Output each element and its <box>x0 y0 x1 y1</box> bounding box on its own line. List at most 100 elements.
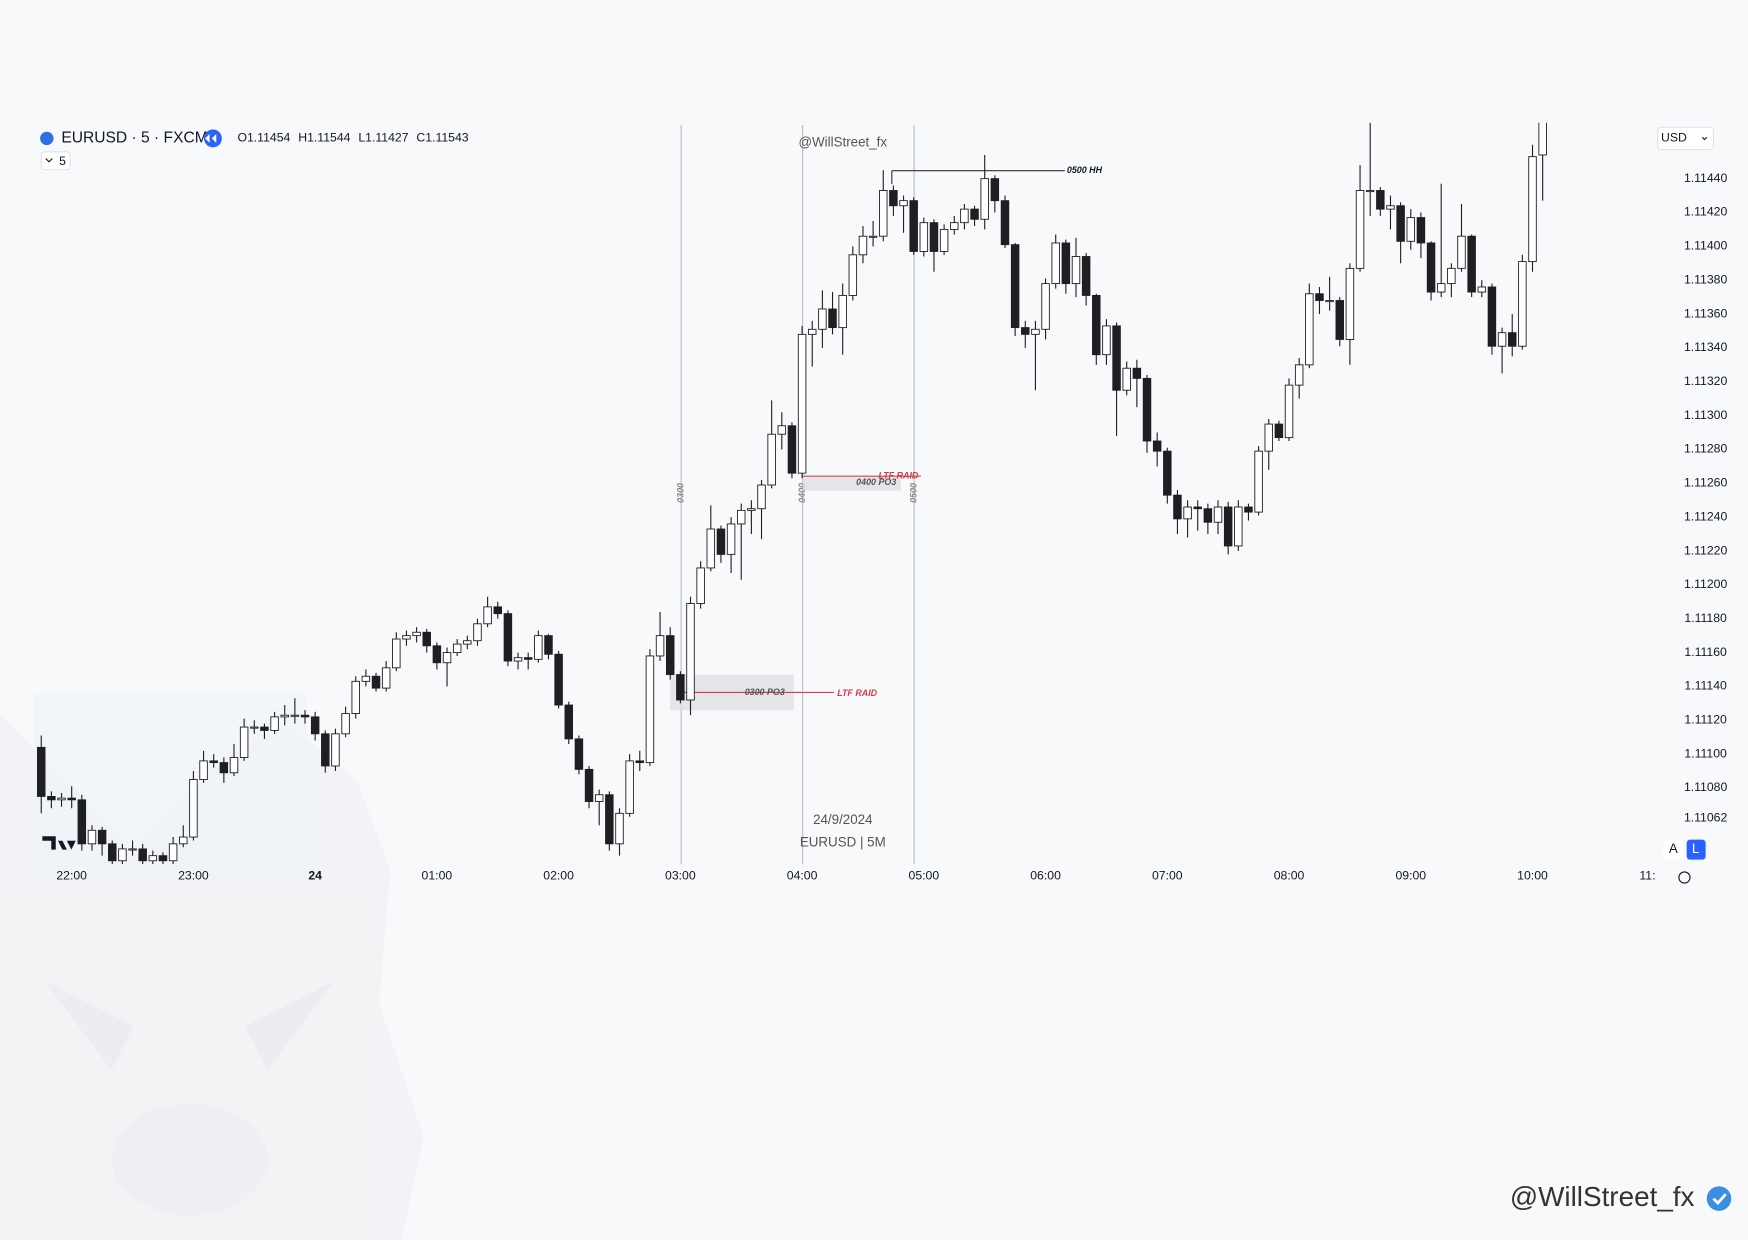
y-tick-label: 1.11120 <box>1684 713 1727 727</box>
candle-body <box>1497 332 1507 347</box>
candle-body <box>1041 283 1050 330</box>
candle-body <box>1061 242 1071 285</box>
x-tick-label: 06:00 <box>1030 869 1061 883</box>
candle-body <box>412 631 421 637</box>
verified-badge <box>1706 1186 1732 1211</box>
pair-label: EURUSD | 5M <box>800 834 886 849</box>
settings-icon[interactable] <box>1678 871 1691 884</box>
candle-body <box>848 254 858 296</box>
auto-label: A <box>1669 841 1678 856</box>
candle-body <box>1000 200 1010 246</box>
tv-logo <box>42 836 76 850</box>
candle-body <box>1447 267 1456 285</box>
candle-body <box>777 425 787 435</box>
candle-body <box>594 794 604 802</box>
candle-body <box>1396 205 1405 242</box>
candle-body <box>554 653 563 706</box>
candle-body <box>808 328 817 335</box>
x-tick-label: 24 <box>308 869 322 883</box>
hh-label: 0500 HH <box>1067 165 1103 175</box>
candle-body <box>250 726 259 729</box>
candle-body <box>970 208 979 220</box>
ohlc-value: 1.11454 <box>247 131 291 145</box>
candle-body <box>980 178 989 220</box>
candle-body <box>473 623 482 642</box>
indicator-toggle[interactable] <box>40 151 71 171</box>
po3-box <box>802 477 901 491</box>
ohlc-label: H <box>298 131 307 145</box>
candle-body <box>422 631 431 647</box>
candle-body <box>1152 440 1162 452</box>
candle-body <box>239 726 249 758</box>
candle-body <box>513 657 523 662</box>
candle-body <box>1294 364 1304 386</box>
candle-body <box>818 308 827 330</box>
candle-body <box>280 714 289 718</box>
candle-body <box>260 726 269 731</box>
candle-body <box>564 704 574 740</box>
po3-label: 0400 PO3 <box>856 477 896 487</box>
po3-label: 0300 PO3 <box>745 687 785 697</box>
candle-body <box>1426 242 1436 293</box>
candle-body <box>219 762 229 774</box>
candle-body <box>706 528 716 569</box>
session-label: 0300 <box>675 483 685 503</box>
signature: @WillStreet_fx <box>1510 1181 1695 1212</box>
candle-body <box>189 779 198 838</box>
currency-select[interactable] <box>1657 126 1714 151</box>
y-axis: 1.11062 1.11080 1.11100 1.11120 1.11140 1.111… <box>1684 171 1728 825</box>
candle-body <box>665 635 675 676</box>
log-button[interactable] <box>1686 839 1706 860</box>
candle-body <box>1244 506 1253 513</box>
auto-button[interactable] <box>1663 839 1684 860</box>
candle-body <box>828 308 837 329</box>
candle-body <box>442 652 452 664</box>
x-tick-label: 08:00 <box>1274 869 1305 883</box>
candle-body <box>676 674 685 701</box>
axis-cover <box>1655 867 1669 888</box>
candle-body <box>605 794 614 845</box>
candle-body <box>1274 423 1284 439</box>
y-tick-label: 1.11200 <box>1684 577 1728 591</box>
candle-body <box>544 635 553 655</box>
candle-body <box>1528 156 1537 263</box>
y-tick-label: 1.11180 <box>1684 611 1727 625</box>
candle-body <box>1122 367 1131 391</box>
candle-body <box>209 760 218 764</box>
candle-body <box>463 640 472 645</box>
watermark: @WillStreet_fx <box>799 134 888 149</box>
candle-body <box>960 208 969 224</box>
candle-body <box>37 746 46 797</box>
symbol: EURUSD · 5 · FXCM <box>61 130 207 147</box>
candle-body <box>1203 508 1213 523</box>
candle-body <box>1467 235 1476 293</box>
candle-body <box>909 200 918 252</box>
date-label: 24/9/2024 <box>813 812 873 827</box>
candle-body <box>1132 367 1142 379</box>
chevron <box>1701 136 1708 141</box>
candle-body <box>310 716 320 735</box>
ohlc-value: 1.11544 <box>307 131 351 145</box>
indicator-count: 5 <box>59 154 66 168</box>
candle-body <box>483 606 492 625</box>
candle-body <box>1031 328 1040 335</box>
candle-body <box>128 848 137 851</box>
x-tick-label: 10:00 <box>1517 869 1548 883</box>
candle-body <box>321 733 330 767</box>
candle-body <box>879 190 888 237</box>
candle-body <box>889 190 898 207</box>
candle-body <box>696 567 705 604</box>
session-label: 0400 <box>797 483 807 503</box>
candle-body <box>361 675 371 682</box>
candle-body <box>158 855 168 862</box>
currency: USD <box>1661 131 1687 145</box>
candle-body <box>797 333 807 474</box>
candle-body <box>1142 377 1152 442</box>
candle-body <box>1376 190 1385 210</box>
x-tick-label: 04:00 <box>787 869 818 883</box>
candle-body <box>899 200 908 207</box>
replay-icon <box>205 133 217 143</box>
y-tick-label: 1.11220 <box>1684 543 1728 557</box>
candle-body <box>67 797 76 801</box>
